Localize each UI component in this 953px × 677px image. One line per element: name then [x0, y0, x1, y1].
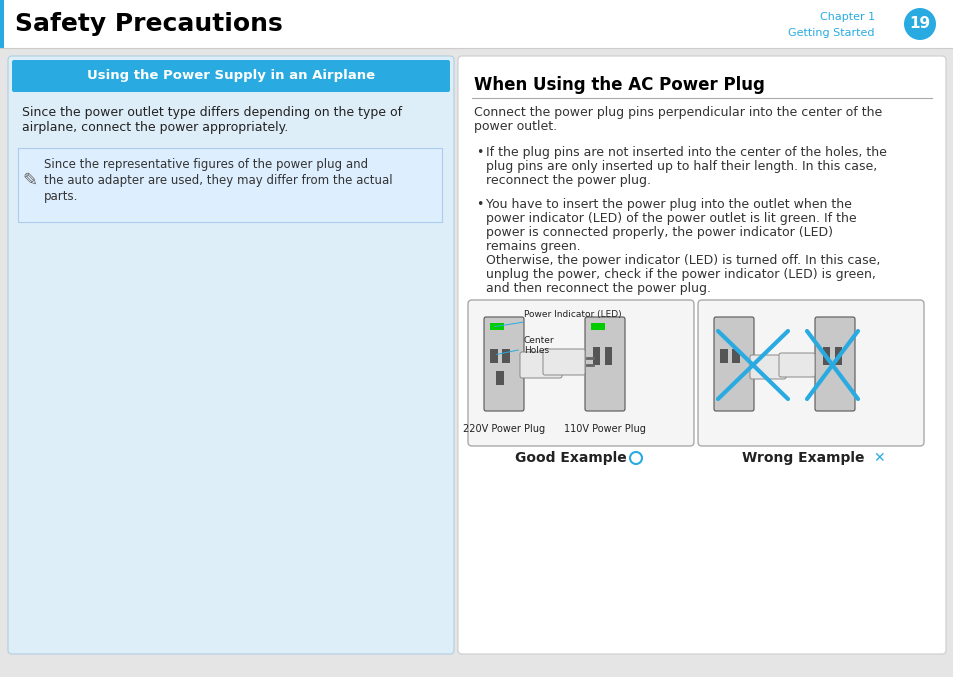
Bar [731, 349, 740, 363]
Text: power outlet.: power outlet. [474, 120, 557, 133]
FancyBboxPatch shape [713, 317, 753, 411]
Text: ✎: ✎ [23, 172, 37, 190]
Bar [0, 0, 953, 48]
FancyBboxPatch shape [468, 300, 693, 446]
Text: and then reconnect the power plug.: and then reconnect the power plug. [485, 282, 710, 295]
FancyBboxPatch shape [698, 300, 923, 446]
Text: unplug the power, check if the power indicator (LED) is green,: unplug the power, check if the power ind… [485, 268, 875, 281]
Bar [490, 323, 503, 330]
Text: Since the power outlet type differs depending on the type of: Since the power outlet type differs depe… [22, 106, 402, 119]
Text: 110V Power Plug: 110V Power Plug [563, 424, 645, 434]
FancyBboxPatch shape [483, 317, 523, 411]
FancyBboxPatch shape [749, 355, 785, 379]
Text: airplane, connect the power appropriately.: airplane, connect the power appropriatel… [22, 121, 288, 134]
Text: You have to insert the power plug into the outlet when the: You have to insert the power plug into t… [485, 198, 851, 211]
Bar [834, 347, 841, 365]
Text: Using the Power Supply in an Airplane: Using the Power Supply in an Airplane [87, 70, 375, 83]
Text: reconnect the power plug.: reconnect the power plug. [485, 174, 650, 187]
Text: 220V Power Plug: 220V Power Plug [462, 424, 544, 434]
Text: power indicator (LED) of the power outlet is lit green. If the: power indicator (LED) of the power outle… [485, 212, 856, 225]
FancyBboxPatch shape [457, 56, 945, 654]
Text: the auto adapter are used, they may differ from the actual: the auto adapter are used, they may diff… [44, 174, 393, 187]
Text: •: • [476, 198, 483, 211]
FancyBboxPatch shape [12, 60, 450, 92]
Text: If the plug pins are not inserted into the center of the holes, the: If the plug pins are not inserted into t… [485, 146, 886, 159]
Text: •: • [476, 146, 483, 159]
Text: power is connected properly, the power indicator (LED): power is connected properly, the power i… [485, 226, 832, 239]
Text: Good Example: Good Example [515, 451, 626, 465]
FancyBboxPatch shape [584, 317, 624, 411]
Text: Since the representative figures of the power plug and: Since the representative figures of the … [44, 158, 368, 171]
FancyBboxPatch shape [519, 352, 561, 378]
Bar [18, 148, 441, 222]
Text: Safety Precautions: Safety Precautions [15, 12, 282, 36]
Text: Wrong Example: Wrong Example [741, 451, 863, 465]
FancyBboxPatch shape [8, 56, 454, 654]
Bar [720, 349, 727, 363]
Text: plug pins are only inserted up to half their length. In this case,: plug pins are only inserted up to half t… [485, 160, 877, 173]
Circle shape [903, 8, 935, 40]
Text: Getting Started: Getting Started [788, 28, 874, 38]
Bar [0, 0, 4, 48]
Bar [593, 347, 599, 365]
Bar [501, 349, 510, 363]
FancyBboxPatch shape [779, 353, 814, 377]
Text: parts.: parts. [44, 190, 78, 203]
FancyBboxPatch shape [542, 349, 584, 375]
FancyBboxPatch shape [814, 317, 854, 411]
FancyBboxPatch shape [558, 359, 577, 371]
Bar [490, 349, 497, 363]
Text: Power Indicator (LED): Power Indicator (LED) [495, 310, 621, 326]
Bar [822, 347, 829, 365]
Text: Chapter 1: Chapter 1 [819, 12, 874, 22]
Text: Otherwise, the power indicator (LED) is turned off. In this case,: Otherwise, the power indicator (LED) is … [485, 254, 880, 267]
Bar [590, 323, 604, 330]
Text: Center
Holes: Center Holes [497, 336, 554, 355]
Text: Connect the power plug pins perpendicular into the center of the: Connect the power plug pins perpendicula… [474, 106, 882, 119]
Bar [604, 347, 612, 365]
Text: When Using the AC Power Plug: When Using the AC Power Plug [474, 76, 764, 94]
Text: remains green.: remains green. [485, 240, 580, 253]
Bar [496, 371, 503, 385]
Text: ✕: ✕ [872, 451, 883, 465]
Text: 19: 19 [908, 16, 929, 32]
